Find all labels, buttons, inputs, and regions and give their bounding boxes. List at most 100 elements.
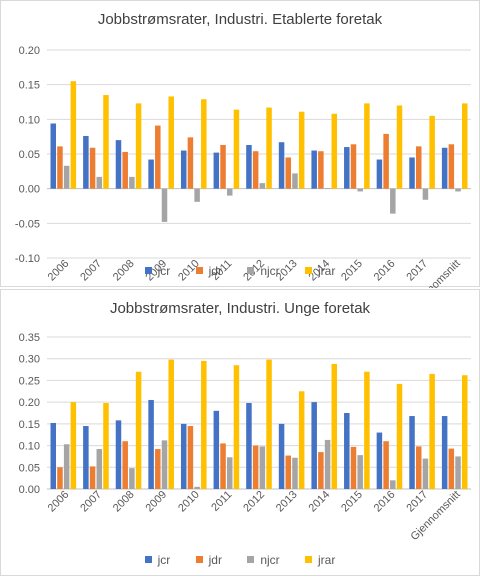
legend-swatch-njcr [247,556,255,564]
bar-jrar-2009 [168,96,174,189]
bar-jcr-2013 [278,423,285,489]
bar-jcr-2012 [246,403,252,489]
bar-jdr-2010 [187,426,194,489]
legend-label-jdr: jdr [208,264,222,278]
bar-jdr-2012 [252,445,259,489]
y-tick-label: 0.25 [19,375,40,387]
bar-jdr-2011 [220,144,226,189]
bar-jcr-2015 [344,413,350,489]
y-tick-label: 0.10 [19,114,40,126]
x-tick-label: 2007 [78,489,104,515]
x-tick-label: 2013 [274,489,300,515]
bar-jdr-2015 [350,144,357,189]
y-tick-label: 0.15 [19,419,40,431]
bar-njcr-2008 [129,468,135,489]
x-tick-label: 2006 [46,489,72,515]
x-tick-label: 2008 [111,489,137,515]
bar-njcr-2014 [324,187,331,189]
bar-jdr-2007 [89,466,96,489]
y-tick-label: 0.15 [19,80,40,92]
y-tick-label: 0.00 [19,484,40,496]
bar-jrar-2010 [201,360,207,489]
bar-njcr-2010 [194,486,200,489]
legend-item-njcr: njcr [247,553,280,567]
bar-njcr-2013 [292,173,298,189]
bar-jrar-Gjennomsnitt [461,103,468,189]
bar-njcr-2014 [324,439,331,489]
bar-jrar-2008 [135,371,142,489]
bar-jcr-2014 [311,402,317,489]
bar-jdr-2009 [155,449,161,489]
bar-jdr-2016 [383,133,389,189]
bar-jcr-2017 [409,157,415,189]
bar-jdr-2010 [187,137,194,189]
bar-njcr-Gjennomsnitt [455,456,461,489]
bar-njcr-2011 [226,188,233,196]
legend-swatch-jrar [305,556,313,564]
legend-item-jcr: jcr [144,553,170,567]
bar-jdr-2014 [318,151,324,189]
bar-njcr-Gjennomsnitt [455,188,461,192]
x-tick-label: 2012 [241,489,267,515]
legend-swatch-njcr [247,267,255,275]
bar-jrar-2007 [103,95,109,189]
x-tick-label: 2010 [176,489,202,515]
bar-jcr-2007 [83,135,89,189]
legend-label-njcr: njcr [260,264,280,278]
x-tick-label: 2016 [372,489,398,515]
bar-njcr-2009 [161,440,168,489]
legend-swatch-jcr [144,556,152,564]
y-tick-label: -0.05 [15,218,40,230]
chart-title: Jobbstrømsrater, Industri. Etablerte for… [97,11,383,28]
legend-swatch-jcr [144,267,152,275]
chart-panel-established: Jobbstrømsrater, Industri. Etablerte for… [0,0,480,288]
bar-njcr-2009 [161,188,168,222]
bar-jrar-2016 [396,105,403,189]
y-tick-label: 0.20 [19,45,40,57]
legend-label-njcr: njcr [260,553,280,567]
bar-jrar-2012 [266,359,272,489]
bar-jdr-2013 [285,157,292,189]
legend-label-jrar: jrar [318,264,336,278]
bar-njcr-2017 [422,458,429,489]
chart-title: Jobbstrømsrater, Industri. Unge foretak [109,300,371,317]
bar-njcr-2016 [390,480,396,489]
bar-njcr-2007 [96,449,103,489]
bar-jcr-Gjennomsnitt [441,147,448,189]
legend-swatch-jdr [195,267,203,275]
bar-jcr-2015 [344,147,350,189]
bar-jcr-2012 [246,144,252,189]
bar-njcr-2008 [129,176,135,189]
chart-legend: jcr jdr njcr jrar [1,553,479,567]
bar-jrar-2014 [331,363,338,489]
legend-label-jrar: jrar [318,553,336,567]
legend-item-jdr: jdr [195,553,222,567]
bar-jcr-2010 [180,150,187,189]
bar-njcr-2007 [96,176,103,189]
legend-item-jcr: jcr [144,264,170,278]
bar-njcr-2010 [194,188,200,202]
y-tick-label: 0.35 [19,332,40,344]
bar-jcr-2009 [148,399,154,489]
bar-jdr-2015 [350,446,357,489]
x-tick-label: 2011 [209,489,234,514]
legend-item-jrar: jrar [305,553,335,567]
bar-jcr-2013 [278,142,285,189]
bar-jcr-2009 [148,159,154,189]
bar-chart-young: 0.00 0.05 0.10 0.15 0.20 0.25 0.30 0.35 2006 2007… [19,332,471,543]
bar-jcr-2016 [376,432,383,489]
bar-jrar-2011 [233,109,240,189]
bar-jrar-2015 [364,371,370,489]
y-tick-label: 0.30 [19,354,40,366]
x-tick-label: 2009 [143,489,169,515]
bar-jrar-2011 [233,365,240,489]
bar-jcr-2007 [83,426,89,489]
bar-jcr-2017 [409,416,415,489]
x-tick-label: 2017 [404,489,430,515]
bar-jrar-2013 [298,391,305,489]
bar-jrar-2007 [103,403,109,489]
bar-njcr-2015 [357,455,363,489]
bar-njcr-2015 [357,188,363,192]
legend-item-njcr: njcr [247,264,280,278]
bar-jdr-2006 [57,146,63,189]
